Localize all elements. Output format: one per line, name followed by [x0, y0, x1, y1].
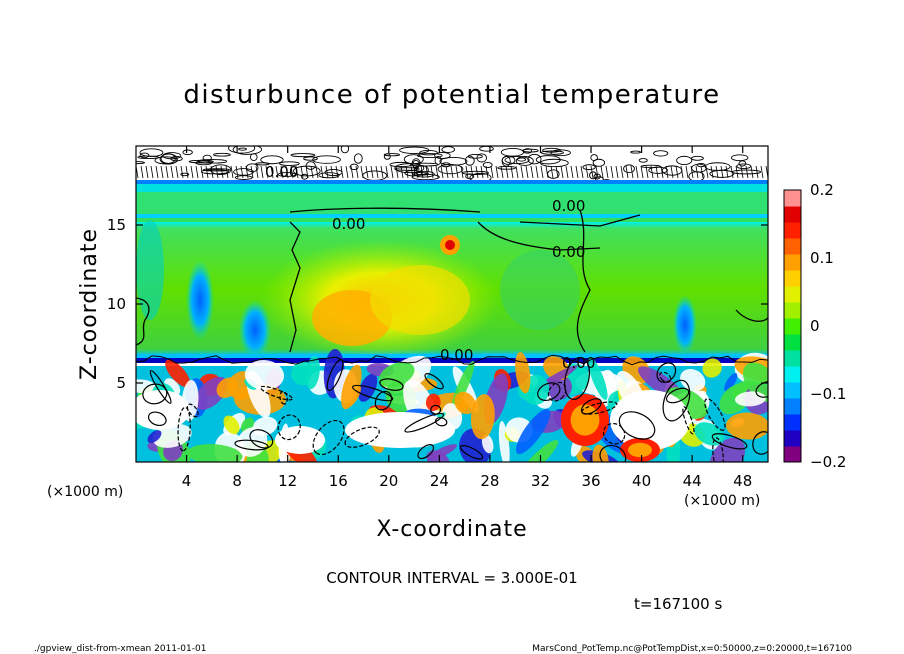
- y-axis: 5 10 15: [107, 216, 768, 392]
- colorbar-swatch: [784, 254, 801, 271]
- colorbar-swatch: [784, 334, 801, 351]
- contour-labels: 0.00 0.00 0.00 0.00 0.00 0.00: [265, 163, 595, 372]
- colorbar-swatch: [784, 286, 801, 303]
- x-tick-label: 44: [683, 472, 702, 490]
- colorbar-swatch: [784, 270, 801, 287]
- y-tick-label: 10: [107, 295, 126, 313]
- x-tick-label: 16: [329, 472, 348, 490]
- colorbar-swatch: [784, 318, 801, 335]
- x-tick-label: 8: [232, 472, 242, 490]
- colorbar-ticks: 0.2 0.1 0 −0.1 −0.2: [810, 181, 846, 471]
- time-text: t=167100 s: [634, 595, 722, 613]
- x-tick-label: 32: [531, 472, 550, 490]
- x-tick-label: 40: [632, 472, 651, 490]
- colorbar-swatch: [784, 238, 801, 255]
- colorbar: [783, 189, 802, 463]
- colorbar-tick-label: 0.2: [810, 181, 834, 199]
- colorbar-swatch: [784, 430, 801, 447]
- colorbar-tick-label: 0: [810, 317, 820, 335]
- y-tick-label: 5: [116, 374, 126, 392]
- x-tick-label: 28: [480, 472, 499, 490]
- x-tick-label: 12: [278, 472, 297, 490]
- y-tick-label: 15: [107, 216, 126, 234]
- colorbar-tick-label: −0.1: [810, 385, 846, 403]
- x-unit-right: (×1000 m): [684, 493, 760, 509]
- x-tick-label: 4: [182, 472, 192, 490]
- colorbar-swatch: [784, 222, 801, 239]
- x-tick-label: 20: [379, 472, 398, 490]
- lower-turbulence: [136, 348, 768, 462]
- x-tick-label: 48: [733, 472, 752, 490]
- x-tick-label: 24: [430, 472, 449, 490]
- contour-label: 0.00: [265, 163, 298, 181]
- x-axis: 4 8 12 16 20 24 28 32 36 40 44 48: [182, 146, 752, 490]
- chart-title: disturbunce of potential temperature: [183, 80, 720, 110]
- colorbar-swatch: [784, 398, 801, 415]
- colorbar-tick-label: −0.2: [810, 453, 846, 471]
- footer-left: ./gpview_dist-from-xmean 2011-01-01: [34, 644, 206, 654]
- footer-right: MarsCond_PotTemp.nc@PotTempDist,x=0:5000…: [532, 644, 852, 654]
- colorbar-swatch: [784, 446, 801, 463]
- contour-lines: [136, 207, 768, 353]
- heatmap-field: 0.00 0.00 0.00 0.00 0.00 0.00: [136, 146, 768, 462]
- colorbar-swatch: [784, 350, 801, 367]
- contour-label: 0.00: [440, 346, 473, 364]
- contour-label: 0.00: [552, 243, 585, 261]
- x-axis-label: X-coordinate: [376, 517, 527, 542]
- colorbar-swatch: [784, 414, 801, 431]
- colorbar-swatch: [784, 366, 801, 383]
- colorbar-swatch: [784, 190, 801, 207]
- x-tick-label: 36: [581, 472, 600, 490]
- colorbar-swatch: [784, 382, 801, 399]
- contour-label: 0.00: [562, 354, 595, 372]
- y-axis-label: Z-coordinate: [77, 228, 102, 380]
- contour-label: 0.00: [332, 215, 365, 233]
- contour-label: 0.00: [552, 197, 585, 215]
- contour-interval-text: CONTOUR INTERVAL = 3.000E-01: [326, 569, 577, 587]
- colorbar-swatch: [784, 206, 801, 223]
- colorbar-tick-label: 0.1: [810, 249, 834, 267]
- colorbar-swatch: [784, 302, 801, 319]
- lower-contours: [136, 354, 768, 462]
- x-unit-left: (×1000 m): [47, 484, 123, 500]
